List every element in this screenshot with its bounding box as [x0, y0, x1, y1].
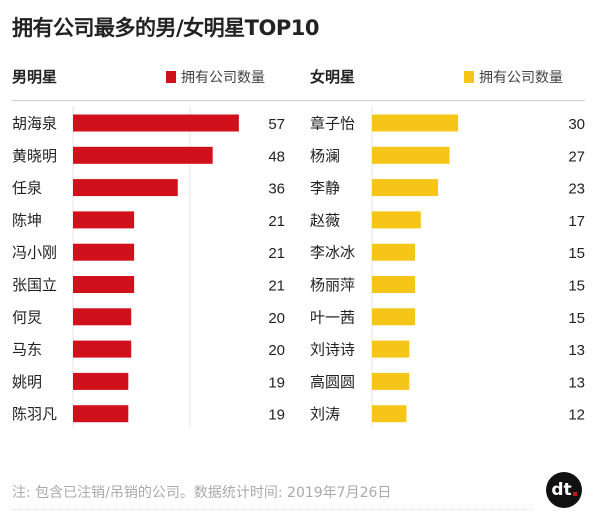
- footnote: 注: 包含已注销/吊销的公司。数据统计时间: 2019年7月26日: [12, 485, 392, 501]
- value-label: 15: [568, 310, 585, 327]
- bar: [372, 372, 410, 390]
- legend-label: 拥有公司数量: [181, 70, 265, 86]
- value-label: 23: [568, 181, 585, 198]
- category-label: 叶一茜: [310, 308, 355, 326]
- bar-charts: 胡海泉 57 黄晓明 48 任泉 36 陈坤 21 冯小刚 21 张国立 21 何炅 20 马东 20 姚明 19…: [12, 106, 585, 428]
- category-label: 李冰冰: [310, 244, 355, 262]
- male-group-label: 男明星: [12, 68, 58, 86]
- footer-divider: [12, 509, 532, 510]
- value-label: 15: [568, 245, 585, 262]
- bar: [73, 276, 135, 293]
- bar: [73, 308, 132, 326]
- category-label: 高圆圆: [310, 373, 355, 391]
- value-label: 13: [568, 342, 585, 359]
- category-label: 杨澜: [310, 147, 340, 165]
- category-label: 陈羽凡: [12, 405, 57, 423]
- bar: [372, 211, 421, 229]
- bar: [372, 340, 410, 358]
- category-label: 姚明: [12, 373, 42, 391]
- category-label: 黄晓明: [12, 147, 57, 165]
- value-label: 57: [268, 116, 285, 133]
- category-label: 章子怡: [310, 115, 355, 133]
- bar: [372, 146, 450, 164]
- category-label: 何炅: [12, 308, 42, 326]
- legend-swatch: [166, 71, 176, 83]
- value-label: 17: [568, 213, 585, 230]
- male-legend: 拥有公司数量: [166, 67, 265, 87]
- category-label: 冯小刚: [12, 244, 57, 262]
- female-legend: 拥有公司数量: [464, 67, 563, 87]
- category-label: 马东: [12, 341, 42, 359]
- header-divider: [12, 100, 585, 101]
- bar: [73, 146, 213, 164]
- category-label: 刘涛: [310, 405, 340, 423]
- value-label: 20: [268, 342, 285, 359]
- category-label: 赵薇: [310, 211, 340, 229]
- bar: [372, 405, 407, 423]
- value-label: 21: [268, 245, 285, 262]
- category-label: 任泉: [12, 179, 42, 197]
- category-label: 刘诗诗: [310, 341, 355, 359]
- bar: [372, 276, 416, 293]
- bar: [372, 308, 416, 326]
- legend-swatch: [464, 71, 474, 83]
- category-label: 李静: [310, 179, 340, 197]
- value-label: 30: [568, 116, 585, 133]
- bar: [73, 179, 178, 197]
- bar: [372, 179, 439, 197]
- value-label: 13: [568, 374, 585, 391]
- legend-label: 拥有公司数量: [479, 70, 563, 86]
- bar: [73, 372, 129, 390]
- bar: [372, 114, 459, 132]
- value-label: 19: [268, 407, 285, 424]
- value-label: 19: [268, 374, 285, 391]
- value-label: 21: [268, 213, 285, 230]
- bar: [73, 243, 135, 261]
- bar: [73, 340, 132, 358]
- category-label: 杨丽萍: [310, 276, 355, 294]
- bar: [73, 211, 135, 229]
- value-label: 21: [268, 278, 285, 295]
- value-label: 27: [568, 148, 585, 165]
- female-group-label: 女明星: [310, 68, 356, 86]
- category-label: 胡海泉: [12, 115, 57, 133]
- chart-title: 拥有公司最多的男/女明星TOP10: [12, 16, 319, 40]
- category-label: 张国立: [12, 276, 57, 294]
- bar: [372, 243, 416, 261]
- value-label: 15: [568, 278, 585, 295]
- bar: [73, 114, 239, 132]
- value-label: 48: [268, 148, 285, 165]
- value-label: 36: [268, 181, 285, 198]
- value-label: 12: [568, 407, 585, 424]
- category-label: 陈坤: [12, 211, 42, 229]
- value-label: 20: [268, 310, 285, 327]
- bar: [73, 405, 129, 423]
